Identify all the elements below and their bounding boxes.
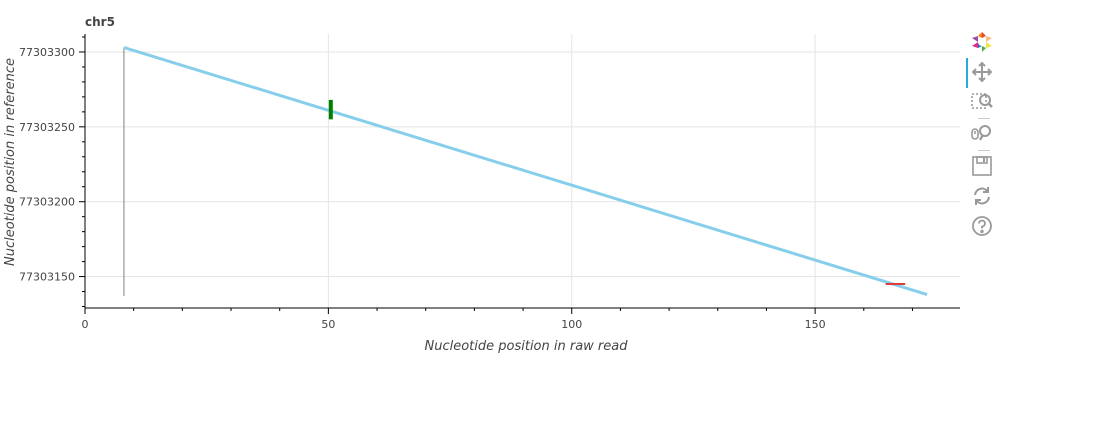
reset-icon[interactable] xyxy=(970,184,994,208)
x-tick-label: 0 xyxy=(82,318,89,331)
y-tick-label: 77303150 xyxy=(19,271,75,284)
pan-icon[interactable] xyxy=(970,60,994,84)
y-tick-label: 77303300 xyxy=(19,46,75,59)
x-tick-label: 50 xyxy=(321,318,335,331)
y-tick-label: 77303250 xyxy=(19,121,75,134)
wheel-zoom-icon[interactable] xyxy=(970,122,994,146)
x-axis-label: Nucleotide position in raw read xyxy=(424,339,628,354)
toolbar-divider xyxy=(978,150,990,151)
toolbar-divider xyxy=(978,118,990,119)
save-icon[interactable] xyxy=(970,154,994,178)
tick-labels: 0 50 100 150 77303150 77303200 77303250 7730330… xyxy=(19,46,826,331)
plot-area xyxy=(123,46,928,297)
y-tick-label: 77303200 xyxy=(19,196,75,209)
grid xyxy=(84,34,960,308)
x-tick-label: 150 xyxy=(805,318,826,331)
alignment-line xyxy=(123,46,928,296)
y-axis-label: Nucleotide position in reference xyxy=(3,58,18,266)
active-tool-indicator xyxy=(966,58,968,88)
axes xyxy=(79,34,960,314)
chart-title: chr5 xyxy=(85,15,115,29)
x-tick-label: 100 xyxy=(561,318,582,331)
help-icon[interactable] xyxy=(970,214,994,238)
box-zoom-icon[interactable] xyxy=(970,90,994,114)
chart: chr5 0 50 100 150 77303150 77303200 77303250 77… xyxy=(3,15,960,354)
bokeh-logo-icon[interactable] xyxy=(970,30,994,54)
